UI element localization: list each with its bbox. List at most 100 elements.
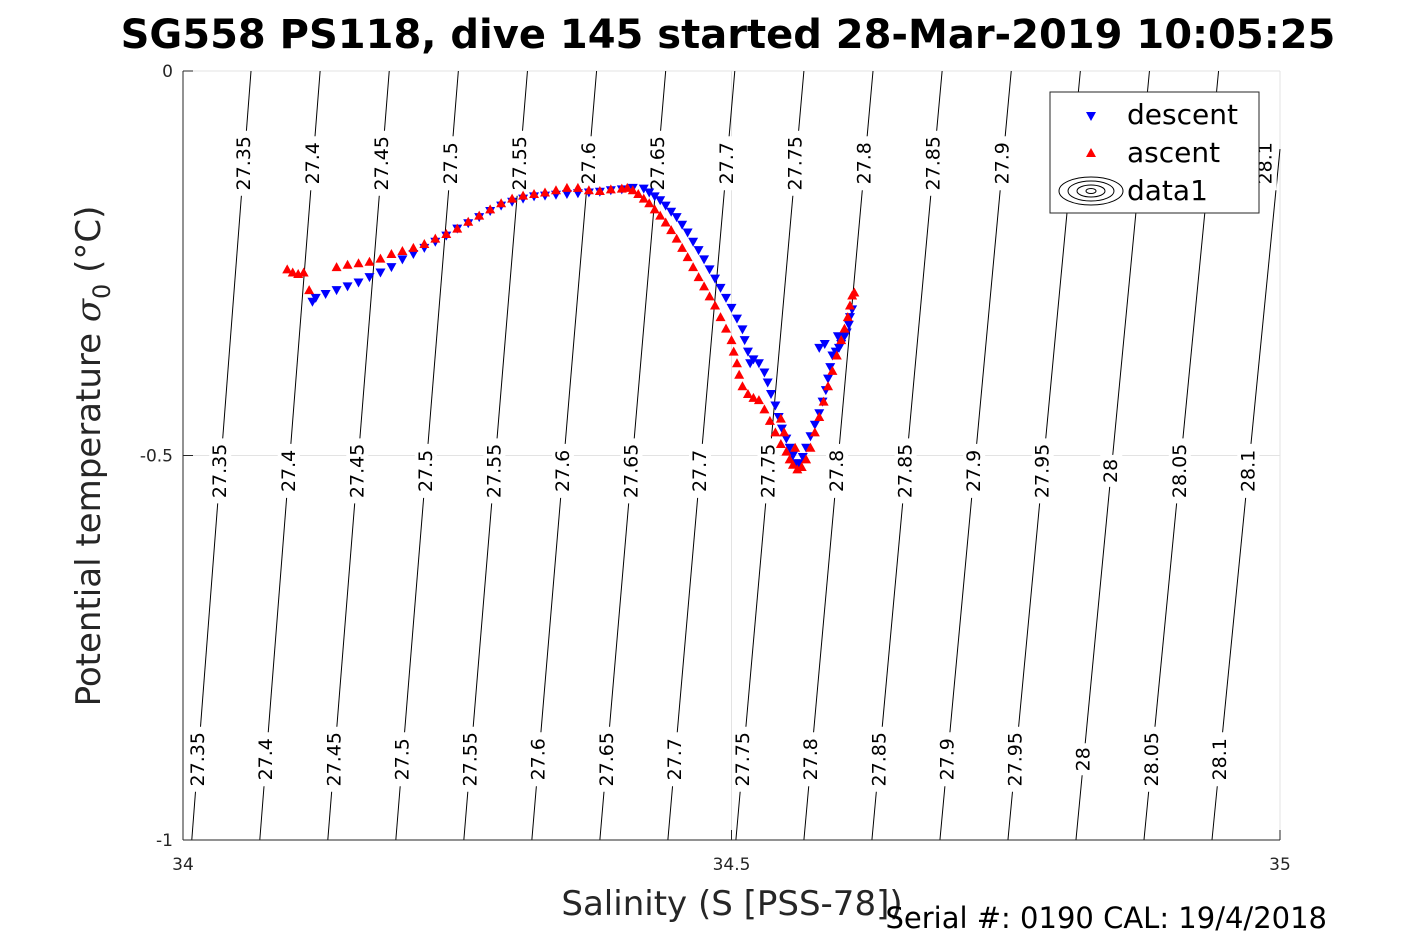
descent-point — [408, 250, 419, 260]
descent-point — [386, 263, 397, 273]
descent-point — [638, 184, 649, 194]
descent-point — [762, 378, 773, 388]
ascent-point — [849, 287, 860, 297]
ascent-point — [728, 346, 739, 356]
contour-label-bg — [1208, 732, 1231, 787]
descent-point — [753, 359, 764, 369]
descent-point — [660, 201, 671, 211]
ascent-point — [463, 216, 474, 226]
contour-label-bg — [715, 136, 738, 191]
x-axis-label: Salinity (S [PSS-78]) — [561, 884, 902, 924]
chart-title: SG558 PS118, dive 145 started 28-Mar-201… — [121, 12, 1336, 58]
y-axis-label-main: Potential temperature — [69, 322, 109, 706]
contour-label-bg — [784, 130, 807, 196]
descent-point — [320, 290, 331, 300]
contour-label: 27.6 — [552, 450, 574, 492]
contour-label-bg — [732, 726, 755, 792]
ascent-point — [805, 442, 816, 452]
contour-label: 27.4 — [302, 142, 324, 184]
contour-label: 27.55 — [483, 444, 505, 498]
ascent-point — [715, 312, 726, 322]
ascent-point — [796, 462, 807, 472]
contour-label: 27.9 — [992, 142, 1014, 184]
contour-label-bg — [646, 130, 669, 196]
contour-label-bg — [1004, 726, 1027, 792]
descent-point — [784, 443, 795, 453]
contour-label-bg — [577, 136, 600, 191]
ascent-point — [844, 300, 855, 310]
contour-label-bg — [936, 732, 959, 787]
contour-label: 27.9 — [936, 738, 958, 780]
descent-point — [655, 196, 666, 206]
serial-cal-footer: Serial #: 0190 CAL: 19/4/2018 — [885, 901, 1327, 935]
ascent-point — [781, 446, 792, 456]
ascent-point — [633, 189, 644, 199]
y-axis-label-subscript: 0 — [88, 284, 116, 299]
ascent-point — [419, 239, 430, 249]
descent-point — [759, 368, 770, 378]
contour-label: 27.85 — [923, 136, 945, 190]
contour-label: 28 — [1073, 747, 1095, 771]
descent-point — [765, 389, 776, 399]
descent-point — [644, 188, 655, 198]
ascent-point — [507, 193, 518, 203]
contour-label-bg — [1168, 438, 1191, 504]
y-tick-label: 0 — [162, 62, 173, 82]
ascent-point — [693, 272, 704, 282]
contour-label-bg — [868, 726, 891, 792]
ascent-point — [364, 256, 375, 266]
contour-label-bg — [894, 438, 917, 504]
ascent-point — [496, 198, 507, 208]
contour-label-bg — [1237, 443, 1260, 498]
contour-label-bg — [595, 726, 618, 792]
ascent-point — [831, 350, 842, 360]
contour-label-bg — [232, 130, 255, 196]
descent-point — [331, 286, 342, 296]
descent-point — [310, 293, 321, 303]
descent-point — [688, 237, 699, 247]
contour-label: 27.35 — [233, 136, 255, 190]
ascent-point — [583, 185, 594, 195]
descent-point — [742, 347, 753, 357]
ascent-point — [809, 427, 820, 437]
ascent-point — [748, 392, 759, 402]
descent-point — [794, 459, 805, 469]
descent-point — [721, 293, 732, 303]
descent-legend-marker — [1086, 112, 1096, 121]
ascent-point — [485, 204, 496, 214]
contour-label: 27.75 — [785, 136, 807, 190]
ascent-point — [452, 223, 463, 233]
descent-point — [787, 451, 798, 461]
ascent-point — [726, 335, 737, 345]
ascent-point — [353, 258, 364, 268]
x-tick-label: 35 — [1269, 855, 1291, 875]
contour-label-bg — [1140, 726, 1163, 792]
descent-point — [704, 265, 715, 275]
ascent-point — [644, 198, 655, 208]
ascent-point — [842, 312, 853, 322]
ascent-point — [408, 242, 419, 252]
ascent-point — [734, 369, 745, 379]
legend: descent ascent data1 — [1049, 91, 1260, 214]
contour-label: 27.65 — [620, 444, 642, 498]
contour-label: 27.55 — [460, 732, 482, 786]
contour-label: 27.55 — [509, 136, 531, 190]
contour-label: 27.85 — [895, 444, 917, 498]
contour-label-bg — [922, 130, 945, 196]
contour-label-bg — [255, 732, 278, 787]
y-tick-labels: -1 -0.5 0 — [140, 62, 173, 851]
descent-point — [726, 303, 737, 313]
contour-label: 27.7 — [716, 142, 738, 184]
ascent-point — [638, 193, 649, 203]
descent-point — [825, 363, 836, 373]
descent-point — [671, 213, 682, 223]
ascent-point — [753, 395, 764, 405]
contour-label: 27.5 — [440, 142, 462, 184]
contour-label-bg — [1031, 438, 1054, 504]
ascent-point — [677, 242, 688, 252]
contour-label: 28.1 — [1209, 738, 1231, 780]
ascent-point — [699, 281, 710, 291]
contour-label-bg — [346, 438, 369, 504]
descent-point — [781, 434, 792, 444]
descent-point — [809, 420, 820, 430]
